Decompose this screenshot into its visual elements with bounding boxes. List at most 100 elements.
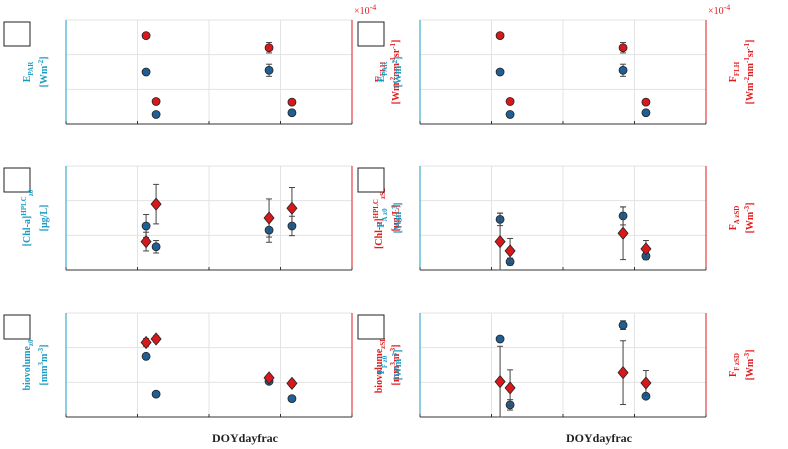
axis-label-part: biovolume [374,348,385,393]
data-point-circle [505,110,515,119]
axis-label-part: -3 [743,352,751,358]
data-point-diamond [286,201,298,215]
axis-label-part: ] [393,203,404,206]
data-point-diamond [640,376,652,390]
axis-label-part: ] [745,40,756,43]
data-point-diamond [504,244,516,258]
axis-label-part: 3 [389,362,397,366]
data-point-circle [287,108,297,118]
axis-label-part: -2 [743,76,751,82]
data-point-circle [618,320,628,330]
axis-label-part: [mm [39,365,50,386]
axis-label-part: [μg/L] [391,205,402,232]
axis-label-part: [Wm [393,65,404,87]
right-axis-label: FF zSD [Wm-3] [728,350,756,381]
axis-label-part: ] [745,203,756,206]
data-point-circle [287,97,297,107]
axis-label-part: HPLC [372,199,380,218]
axis-label-part: [Wm [393,358,404,380]
panel-e: FF z0 [Wm-3]FF zSD [Wm-3] [357,312,756,418]
axis-label-part: [Wm [393,211,404,233]
panel-letter-box [357,21,385,47]
right-axis-label: FFLH[Wm-2nm-1sr-1] [374,40,402,105]
axis-label-part: -4 [724,3,731,12]
axis-label-part: -3 [391,205,399,211]
axis-label-part: [Wm [39,65,50,87]
data-point-circle [141,31,151,40]
axis-label-part: FLH [733,61,741,76]
data-point-diamond [263,211,275,225]
axis-label-part: F zSD [733,353,741,371]
axis-label-part: PAR [27,61,35,76]
axis-label-part: F [376,368,387,374]
axis-label-part: ] [745,350,756,353]
axis-label-part: ] [393,350,404,353]
panel-letter-box [357,167,385,193]
data-point-circle [151,97,161,106]
data-point-circle [151,242,161,252]
data-point-circle [141,67,151,77]
right-axis-multiplier: ×10-4 [708,3,730,17]
data-point-circle [141,221,151,231]
axis-label-part: E [376,75,387,82]
axis-label-part: [Chl-a] [374,218,385,249]
data-point-circle [618,43,628,53]
axis-label-part: [μg/L] [39,205,50,232]
panel-d: biovolumez0[mm3m-3]biovolumezSD[mm3m-3] [3,312,402,418]
data-point-circle [264,43,274,53]
axis-label-part: F [728,76,739,82]
axis-label-part: [mm [391,365,402,386]
axis-label-part: A z0 [381,208,389,222]
axis-label-part: ] [39,344,50,347]
axis-label-part: F [376,221,387,227]
axis-label-part: F [374,76,385,82]
left-axis-label: EPAR [Wm-2] [376,57,404,88]
axis-label-part: 3 [37,362,45,366]
data-point-circle [641,97,651,107]
right-axis-multiplier: ×10-4 [354,3,376,17]
data-point-diamond [504,381,516,395]
data-point-diamond [617,366,629,380]
data-point-circle [618,65,628,75]
axis-label-part: -3 [389,347,397,353]
axis-label-part: z0 [27,189,35,196]
data-point-diamond [140,234,152,249]
axis-label-part: A zSD [733,206,741,224]
data-point-diamond [150,197,162,211]
axis-label-part: sr [391,48,402,57]
data-point-circle [505,97,515,106]
axis-label-part: ×10 [354,6,370,17]
left-axis-label: FA z0 [Wm-3] [376,203,404,234]
left-axis-label: biovolumez0 [mm3m-3] [22,339,50,391]
panel-letter-box [3,314,31,340]
right-axis-label: FFLH[Wm-2nm-1sr-1] [728,40,756,105]
axis-label-part: -1 [743,42,751,48]
left-axis-label: EPAR [Wm-2] [22,57,50,88]
panel-letter-box [3,167,31,193]
right-axis-label: FA zSD [Wm-3] [728,203,756,234]
axis-label-part: -3 [743,205,751,211]
right-axis-label: [Chl-a]HPLCzSD [μg/L] [372,187,402,249]
axis-label-part: -1 [743,57,751,63]
data-point-circle [287,394,297,404]
axis-label-part: PAR [381,61,389,76]
data-point-circle [151,389,161,399]
axis-label-part: [Wm [745,211,756,233]
axis-label-part: m [39,353,50,362]
data-point-diamond [617,226,629,240]
data-point-diamond [494,234,506,249]
panel-letter-box [3,21,31,47]
axis-label-part: nm [745,62,756,77]
left-axis-label: FF z0 [Wm-3] [376,350,404,381]
axis-label-part: -4 [370,3,377,12]
x-axis-label: DOYdayfrac [212,431,279,445]
axis-label-part: [Wm [745,82,756,104]
axis-label-part: FLH [379,61,387,76]
data-point-diamond [494,375,506,389]
axis-label-part: biovolume [22,346,33,391]
axis-label-part: [Chl-a] [22,216,33,247]
axis-label-part: ] [391,40,402,43]
axis-label-part: sr [745,48,756,57]
data-point-diamond [263,371,275,385]
